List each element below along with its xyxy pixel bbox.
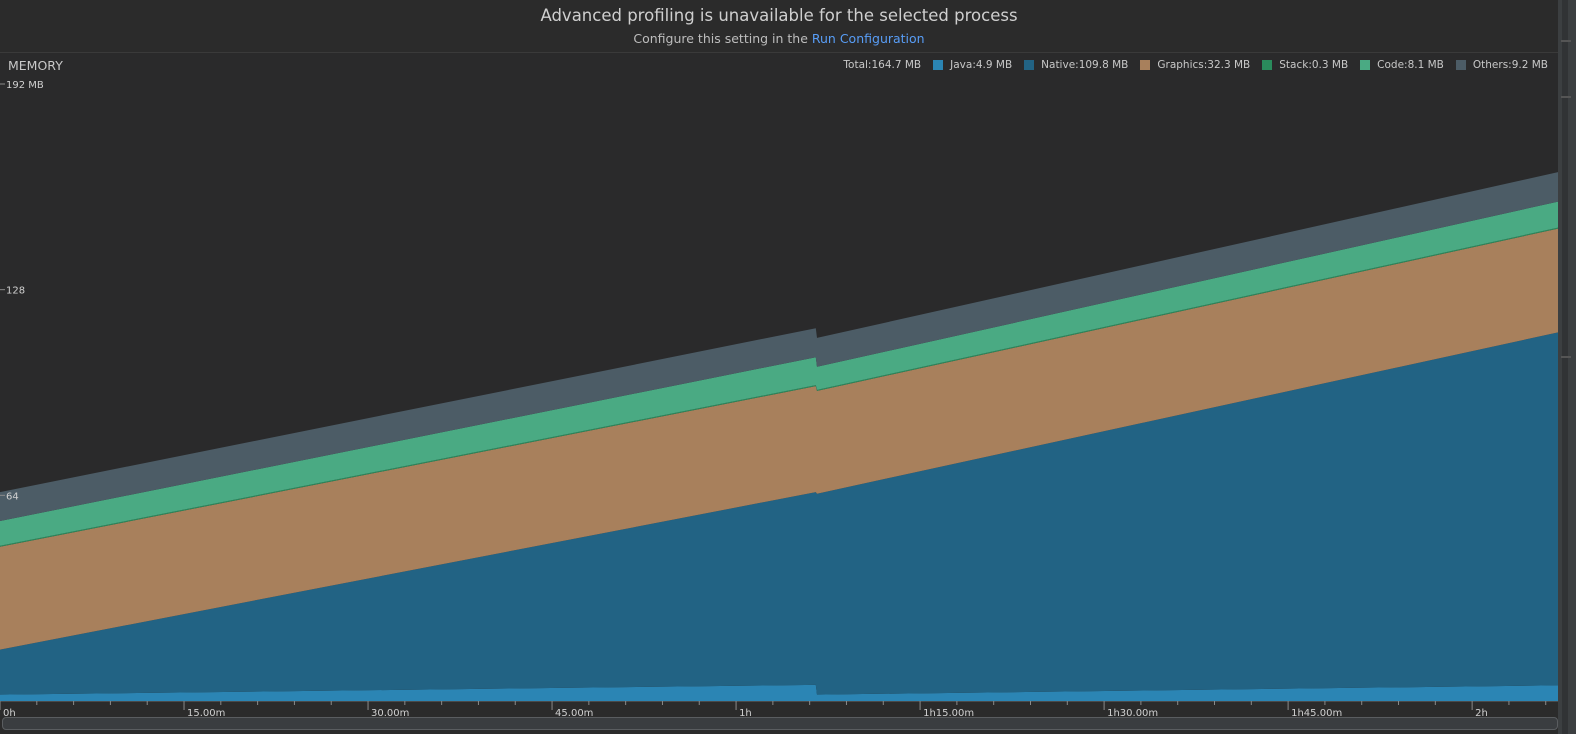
series-area-others bbox=[0, 172, 1558, 521]
x-axis-tick-label: 15.00m bbox=[187, 708, 225, 719]
banner-title: Advanced profiling is unavailable for th… bbox=[540, 6, 1018, 25]
legend-total-label: Total:164.7 MB bbox=[843, 59, 922, 71]
legend-label-stack: Stack:0.3 MB bbox=[1279, 59, 1349, 71]
memory-chart-title: MEMORY bbox=[8, 58, 63, 73]
y-axis-tick-label: 192 MB bbox=[6, 80, 44, 91]
y-axis-tick-label: 64 bbox=[6, 491, 19, 502]
legend-label-code: Code:8.1 MB bbox=[1377, 59, 1444, 71]
right-scroll-track[interactable] bbox=[1562, 0, 1568, 734]
x-axis-tick-label: 30.00m bbox=[371, 708, 409, 719]
banner-subtitle-text: Configure this setting in the bbox=[633, 31, 808, 46]
profiling-unavailable-banner: Advanced profiling is unavailable for th… bbox=[0, 0, 1558, 53]
series-area-java bbox=[0, 684, 1558, 701]
right-panel-edge bbox=[1558, 0, 1576, 734]
x-axis-tick-label: 1h30.00m bbox=[1107, 708, 1158, 719]
legend-swatch-others bbox=[1455, 60, 1466, 70]
run-configuration-link[interactable]: Run Configuration bbox=[811, 31, 925, 46]
memory-chart[interactable]: 192 MB 128 64 MEMORY Total:164.7 MB Java:4… bbox=[0, 53, 1558, 701]
time-axis: 0h 15.00m 30.00m 45.00m 1h 1h15.00m 1h30.00m 1h… bbox=[0, 701, 1558, 720]
y-axis-tick-label: 128 bbox=[6, 286, 25, 297]
legend-item-code: Code:8.1 MB bbox=[1360, 59, 1444, 71]
x-axis-tick-label: 45.00m bbox=[555, 708, 593, 719]
series-area-code bbox=[0, 201, 1558, 546]
legend-swatch-native bbox=[1024, 60, 1035, 70]
x-axis-tick-label: 0h bbox=[3, 708, 16, 719]
right-edge-marker bbox=[1561, 356, 1571, 358]
right-edge-marker bbox=[1561, 40, 1571, 42]
legend-label-graphics: Graphics:32.3 MB bbox=[1157, 59, 1251, 71]
legend-swatch-stack bbox=[1262, 60, 1273, 70]
legend-total: Total:164.7 MB bbox=[843, 59, 921, 71]
x-axis-tick-label: 1h45.00m bbox=[1291, 708, 1342, 719]
memory-legend: Total:164.7 MB Java:4.9 MB Native:109.8 … bbox=[843, 59, 1548, 71]
right-edge-marker bbox=[1561, 96, 1571, 98]
memory-chart-svg: 192 MB 128 64 bbox=[0, 80, 1558, 701]
series-area-graphics bbox=[0, 228, 1558, 650]
series-area-native bbox=[0, 332, 1558, 695]
x-axis-tick-label: 1h bbox=[739, 708, 752, 719]
x-axis-tick-label: 1h15.00m bbox=[923, 708, 974, 719]
legend-swatch-code bbox=[1360, 60, 1371, 70]
legend-item-java: Java:4.9 MB bbox=[933, 59, 1012, 71]
legend-label-java: Java:4.9 MB bbox=[950, 59, 1013, 71]
legend-label-others: Others:9.2 MB bbox=[1472, 59, 1548, 71]
legend-item-graphics: Graphics:32.3 MB bbox=[1140, 59, 1250, 71]
legend-item-native: Native:109.8 MB bbox=[1024, 59, 1128, 71]
timeline-scrollbar-thumb[interactable] bbox=[2, 717, 1558, 730]
legend-item-others: Others:9.2 MB bbox=[1455, 59, 1548, 71]
legend-swatch-graphics bbox=[1140, 60, 1151, 70]
legend-swatch-java bbox=[933, 60, 944, 70]
banner-subtitle: Configure this setting in the Run Config… bbox=[0, 31, 1558, 46]
x-axis-tick-label: 2h bbox=[1475, 708, 1488, 719]
legend-item-stack: Stack:0.3 MB bbox=[1262, 59, 1348, 71]
time-axis-svg: 0h 15.00m 30.00m 45.00m 1h 1h15.00m 1h30.00m 1h… bbox=[0, 701, 1558, 719]
legend-label-native: Native:109.8 MB bbox=[1041, 59, 1129, 71]
